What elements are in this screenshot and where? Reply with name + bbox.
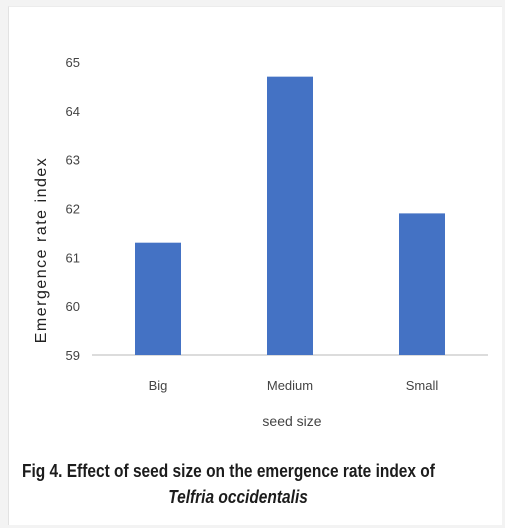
- x-axis-ticks: Big Medium Small: [149, 378, 439, 393]
- caption-text: Fig 4. Effect of seed size on the emerge…: [22, 461, 435, 481]
- y-tick-label: 63: [66, 153, 80, 168]
- y-tick-label: 65: [66, 55, 80, 70]
- x-axis-label: seed size: [262, 413, 321, 429]
- y-tick-label: 64: [66, 104, 80, 119]
- x-tick-label: Medium: [267, 378, 313, 393]
- y-tick-label: 62: [66, 202, 80, 217]
- bar-small: [399, 213, 445, 355]
- y-axis-ticks: 59 60 61 62 63 64 65: [66, 55, 80, 363]
- figure-caption: Fig 4. Effect of seed size on the emerge…: [22, 458, 435, 510]
- bars: [135, 76, 445, 356]
- y-tick-label: 61: [66, 250, 80, 265]
- caption-species: Telfria occidentalis: [168, 487, 308, 507]
- y-tick-label: 60: [66, 299, 80, 314]
- y-axis-label: Emergence rate index: [33, 157, 50, 344]
- x-tick-label: Small: [406, 378, 439, 393]
- y-tick-label: 59: [66, 348, 80, 363]
- bar-medium: [267, 76, 313, 356]
- x-tick-label: Big: [149, 378, 168, 393]
- bar-big: [135, 242, 181, 355]
